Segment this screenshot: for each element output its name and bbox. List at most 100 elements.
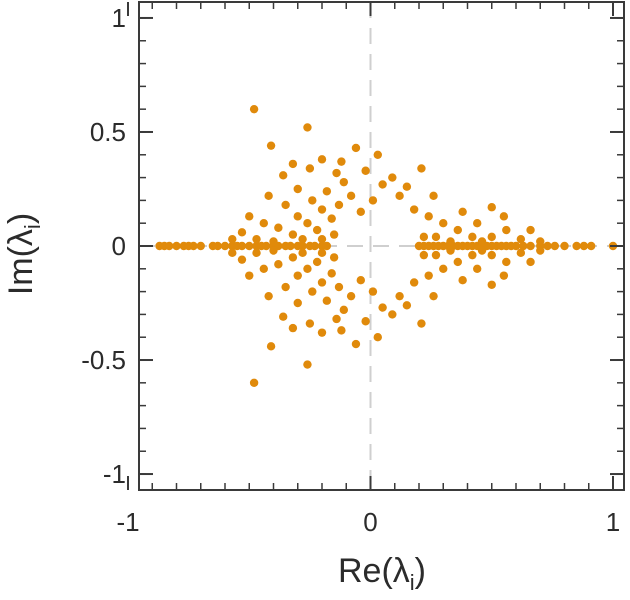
data-point [458,276,467,285]
data-point [329,230,339,239]
data-point [269,246,278,255]
data-point [536,237,545,246]
data-point [310,241,319,251]
data-point [339,305,349,315]
data-point [288,159,298,169]
data-point [293,184,302,194]
data-point [409,205,419,214]
data-point [274,260,283,269]
data-point [499,212,509,221]
data-point [346,191,356,201]
data-point [262,241,271,251]
data-point [395,191,404,201]
data-point [245,241,254,251]
y-axis-title-close: ) [2,213,40,224]
data-point [402,182,412,191]
data-point [473,264,482,274]
x-axis-title-sub: i [410,570,415,595]
data-point [446,246,455,255]
major-ticks [127,2,624,490]
y-axis-title-main: Im(λ [2,229,40,295]
x-tick-label: 0 [363,507,377,537]
data-point [368,287,378,296]
data-point [339,177,349,187]
data-point [431,232,441,242]
data-point [322,241,332,251]
x-axis-title: Re(λi) [338,552,426,595]
data-point [373,333,382,342]
data-point [579,241,589,251]
data-point [312,257,322,267]
data-point [312,225,322,235]
data-point [346,291,356,301]
data-point [429,191,438,201]
data-point [172,241,181,251]
data-point [237,228,247,237]
data-point [334,200,344,210]
data-point [334,282,344,292]
data-point [298,241,307,251]
data-point [305,319,315,328]
y-tick-labels: -1 -0.5 0 0.5 1 [81,3,126,489]
data-point [317,205,327,214]
data-point [458,207,467,216]
data-point [351,143,361,153]
data-point [516,248,526,258]
data-point [308,287,317,296]
data-point [388,173,397,182]
data-point [468,250,477,260]
data-point [361,317,370,326]
data-point [288,230,298,239]
data-point [317,155,327,164]
data-point [337,157,346,166]
data-point [487,280,496,289]
data-point [165,241,174,251]
data-point [439,218,448,228]
x-tick-labels: -1 0 1 [116,507,620,537]
data-point [228,248,237,258]
data-point [298,234,307,244]
data-point [431,250,441,260]
data-point [511,241,521,251]
x-tick-label: 1 [606,507,620,537]
data-point [424,271,433,280]
data-point [487,203,496,212]
data-point [361,166,370,175]
data-point [252,234,261,244]
data-point [499,271,509,280]
data-point [213,241,222,251]
y-axis-title: Im(λi) [2,213,45,295]
data-point [308,196,317,205]
data-point [419,232,429,242]
data-point [332,314,341,324]
data-point [249,104,259,114]
data-point [502,257,511,267]
data-point [351,339,361,349]
data-point [279,171,288,180]
y-axis-title-sub: i [20,224,45,229]
data-point [402,301,412,310]
data-point [356,207,365,216]
data-point [526,241,535,251]
data-point [502,225,511,235]
data-point [269,237,278,246]
data-point [293,298,302,308]
data-point [305,164,315,173]
data-point [266,342,276,351]
y-tick-label: -0.5 [81,345,126,375]
data-point [429,291,438,301]
data-point [516,234,526,244]
data-point [560,241,569,251]
data-point [293,212,302,221]
data-point [303,264,312,274]
data-point [419,250,429,260]
data-point [519,241,528,251]
data-point [252,248,261,258]
data-point [424,212,433,221]
data-point [453,257,462,267]
data-point [409,278,419,287]
data-point [356,276,365,285]
data-point [327,269,336,278]
data-point [196,241,205,251]
